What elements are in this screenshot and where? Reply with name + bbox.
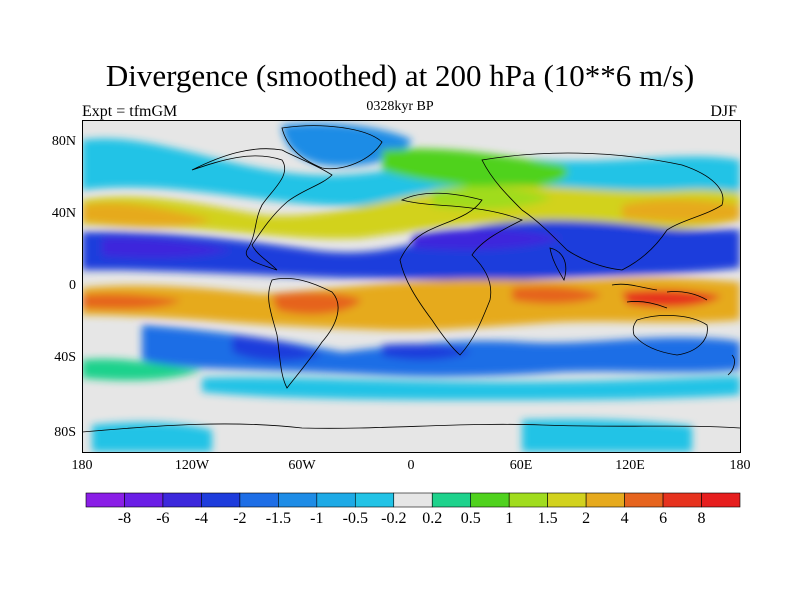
field-greenland-blue: [282, 123, 412, 167]
field-antarctic-cyan: [92, 422, 212, 452]
colorbar-swatch: [124, 492, 164, 508]
lon-tick-120w: 120W: [174, 458, 210, 473]
colorbar-swatch: [624, 492, 664, 508]
colorbar-swatch: [508, 492, 548, 508]
colorbar-swatch: [239, 492, 279, 508]
colorbar-label: -8: [117, 510, 132, 527]
colorbar-swatch: [316, 492, 356, 508]
lat-tick-80n: 80N: [51, 134, 76, 149]
field-eq-red: [82, 293, 182, 310]
lon-tick-60e: 60E: [509, 458, 533, 473]
colorbar-label: 0.2: [422, 510, 443, 527]
field-nh-green: [382, 148, 569, 189]
colorbar-swatch: [470, 492, 510, 508]
lon-tick-60w: 60W: [288, 458, 316, 473]
colorbar-swatch: [201, 492, 241, 508]
field-eq-red-indian: [512, 286, 602, 304]
lon-tick-120e: 120E: [615, 458, 645, 473]
colorbar-swatch: [662, 492, 702, 508]
season-label: DJF: [710, 103, 737, 120]
lat-tick-80s: 80S: [54, 425, 76, 440]
colorbar-swatch: [393, 492, 433, 508]
colorbar-label: -1: [310, 510, 324, 527]
field-30s-deep-blue-indian: [382, 343, 472, 361]
lon-tick-180e: 180: [729, 458, 751, 473]
lon-tick-180w: 180: [71, 458, 93, 473]
field-40n-orange: [82, 202, 212, 227]
field-20n-blue-band: [82, 220, 740, 281]
time-label: 0328kyr BP: [366, 99, 434, 114]
colorbar-swatch: [278, 492, 318, 508]
colorbar-label: -1.5: [265, 510, 292, 527]
colorbar-label: 1: [505, 510, 514, 527]
lon-tick-0: 0: [407, 458, 415, 473]
lat-tick-40s: 40S: [54, 350, 76, 365]
colorbar-swatch: [701, 492, 741, 508]
colorbar-swatch: [354, 492, 395, 508]
field-eq-red-maritime: [622, 289, 722, 308]
colorbar-label: -6: [156, 510, 170, 527]
lat-tick-eq: 0: [69, 278, 76, 293]
colorbar-label: -4: [194, 510, 209, 527]
colorbar-swatch: [85, 492, 125, 508]
field-20n-deep-blue: [102, 237, 232, 258]
colorbar-label: 4: [620, 510, 629, 527]
colorbar-label: -0.5: [342, 510, 368, 527]
field-eq-red-amazon: [272, 292, 362, 315]
colorbar-label: -2: [233, 510, 247, 527]
colorbar-label: 2: [582, 510, 591, 527]
colorbar-label: 6: [659, 510, 668, 527]
divergence-map: [82, 120, 740, 452]
field-50s-cyan: [202, 376, 740, 400]
field-30s-deep-blue: [232, 335, 322, 362]
colorbar-swatch: [431, 492, 472, 508]
field-40n-orange-pacific: [622, 199, 740, 223]
colorbar-label: 0.5: [460, 510, 481, 527]
colorbar-label: 1.5: [537, 510, 558, 527]
colorbar-label: 8: [697, 510, 706, 527]
colorbar-swatch: [547, 492, 587, 508]
colorbar-swatch: [585, 492, 625, 508]
experiment-label: Expt = tfmGM: [82, 103, 178, 120]
field-40n-green: [432, 185, 552, 210]
colorbar-swatch: [162, 492, 202, 508]
field-antarctic-cyan-east: [522, 419, 692, 452]
field-20n-deep-blue-asia: [412, 228, 562, 250]
map-title: Divergence (smoothed) at 200 hPa (10**6 …: [105, 58, 695, 93]
colorbar: [85, 492, 741, 508]
lat-tick-40n: 40N: [51, 206, 76, 221]
coastlines: [82, 125, 740, 433]
colorbar-label: -0.2: [381, 510, 407, 527]
field-50s-green: [82, 359, 202, 381]
